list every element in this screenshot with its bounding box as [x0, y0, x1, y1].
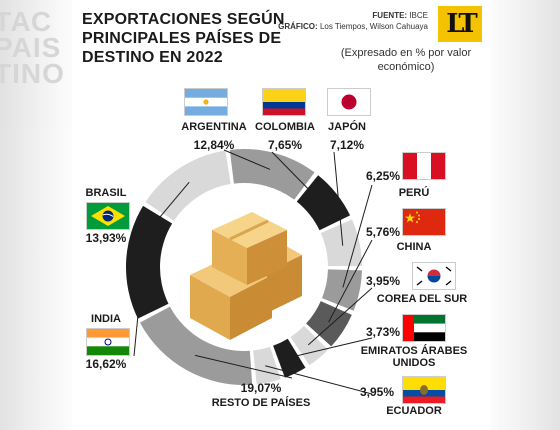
label-name-corea-del-sur: COREA DEL SUR [377, 293, 468, 305]
flag-emiratos-arabes-unidos-icon [402, 314, 446, 342]
flag-japon-icon [327, 88, 371, 116]
label-value-japon: 7,12% [330, 138, 364, 152]
label-name-india: INDIA [91, 313, 121, 325]
graphic-label: GRÁFICO: [278, 22, 318, 31]
leader-colombia [271, 151, 324, 205]
label-value-corea-del-sur: 3,95% [366, 274, 400, 288]
label-value-resto-de-paises: 19,07% [241, 381, 282, 395]
label-value-india: 16,62% [86, 357, 127, 371]
slice-japon [320, 219, 362, 267]
flag-argentina-icon [184, 88, 228, 116]
source-label: FUENTE: [372, 11, 408, 20]
background-text-1: ТАС [0, 6, 53, 37]
label-name-emiratos-arabes-unidos-2: UNIDOS [393, 357, 436, 369]
chart-title: EXPORTACIONES SEGÚN PRINCIPALES PAÍSES D… [82, 11, 285, 66]
units-note: (Expresado en % por valor económico) [340, 47, 472, 73]
background-text-3: TINO [0, 58, 65, 89]
slice-colombia [296, 175, 351, 231]
label-name-china: CHINA [397, 241, 432, 253]
slice-resto-de-paises [139, 306, 253, 385]
label-name-peru: PERÚ [399, 186, 430, 199]
leader-argentina [223, 149, 271, 170]
source-value: IBCE [409, 11, 428, 20]
label-value-brasil: 13,93% [86, 231, 127, 245]
infographic-panel: EXPORTACIONES SEGÚN PRINCIPALES PAÍSES D… [72, 0, 490, 430]
flag-colombia-icon [262, 88, 306, 116]
boxes-icon [190, 212, 302, 340]
leader-resto-de-paises [195, 354, 293, 379]
right-background-page [480, 0, 560, 430]
left-background-page: ТАС PAIS TINO [0, 0, 80, 430]
label-name-ecuador: ECUADOR [386, 405, 442, 417]
slice-ecuador [253, 346, 281, 385]
flag-peru-icon [402, 152, 446, 180]
leader-corea-del-sur [307, 287, 373, 346]
slice-corea-del-sur [290, 325, 329, 366]
lt-logo: LT [438, 6, 482, 42]
label-name-argentina: ARGENTINA [181, 121, 246, 133]
leader-ecuador [265, 365, 373, 395]
slice-china [306, 301, 352, 347]
label-name-emiratos-arabes-unidos-1: EMIRATOS ÁRABES [361, 344, 468, 357]
label-value-peru: 6,25% [366, 169, 400, 183]
label-name-resto-de-paises: RESTO DE PAÍSES [212, 396, 311, 409]
label-value-emiratos-arabes-unidos: 3,73% [366, 325, 400, 339]
flag-ecuador-icon [402, 376, 446, 404]
leader-emiratos-arabes-unidos [287, 337, 373, 359]
label-value-ecuador: 3,95% [360, 385, 394, 399]
label-name-japon: JAPÓN [328, 120, 366, 133]
leader-china [328, 239, 373, 323]
flag-china-icon [402, 208, 446, 236]
leader-peru [342, 184, 373, 288]
donut-chart: ARGENTINA 12,84% COLOMBIA 7,65% JAPÓN 7,12% PE… [86, 120, 468, 417]
flag-corea-del-sur-icon [412, 262, 456, 290]
label-value-colombia: 7,65% [268, 138, 302, 152]
leader-brasil [133, 181, 190, 249]
slice-argentina [229, 149, 315, 200]
label-name-colombia: COLOMBIA [255, 121, 315, 133]
slice-brasil [145, 150, 231, 221]
credits: FUENTE: IBCE GRÁFICO: Los Tiempos, Wilso… [278, 10, 428, 32]
slice-emiratos-arabes-unidos [273, 338, 306, 378]
label-value-china: 5,76% [366, 225, 400, 239]
background-text-2: PAIS [0, 32, 62, 63]
leader-japon [333, 151, 344, 246]
label-value-argentina: 12,84% [194, 138, 235, 152]
graphic-value: Los Tiempos, Wilson Cahuaya [319, 22, 428, 31]
flag-brasil-icon [86, 202, 130, 230]
flag-india-icon [86, 328, 130, 356]
label-name-brasil: BRASIL [86, 187, 127, 199]
leader-india [133, 262, 144, 357]
slice-peru [322, 269, 362, 311]
slice-india [125, 205, 173, 319]
